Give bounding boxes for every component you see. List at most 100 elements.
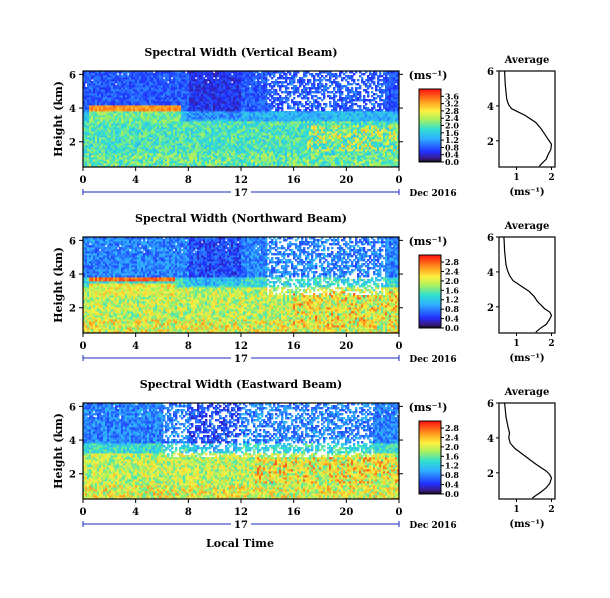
heatmap-cell	[101, 93, 104, 96]
heatmap-cell	[97, 83, 100, 86]
heatmap-cell	[115, 97, 118, 100]
heatmap-cell	[109, 125, 112, 128]
heatmap-cell	[99, 165, 102, 168]
heatmap-cell	[83, 71, 86, 74]
heatmap-cell	[127, 157, 130, 160]
heatmap-cell	[85, 137, 88, 140]
heatmap-cell	[97, 115, 100, 118]
heatmap-cell	[95, 111, 98, 114]
heatmap-cell	[103, 163, 106, 166]
heatmap-cell	[89, 101, 92, 104]
heatmap-cell	[105, 141, 108, 144]
heatmap-cell	[127, 75, 130, 78]
heatmap-cell	[101, 127, 104, 130]
heatmap-cell	[121, 75, 124, 78]
heatmap-cell	[131, 103, 134, 106]
heatmap-cell	[113, 83, 116, 86]
heatmap-cell	[93, 93, 96, 96]
heatmap-cell	[121, 157, 124, 160]
heatmap-cell	[87, 73, 90, 76]
heatmap-cell	[109, 81, 112, 84]
heatmap-cell	[91, 133, 94, 136]
heatmap-cell	[117, 99, 120, 102]
heatmap-cell	[115, 123, 118, 126]
heatmap-cell	[129, 103, 132, 106]
heatmap-cell	[97, 111, 100, 114]
heatmap-cell	[83, 111, 86, 114]
heatmap-cell	[115, 73, 118, 76]
heatmap-cell	[93, 143, 96, 146]
heatmap-cell	[115, 119, 118, 122]
heatmap-cell	[125, 115, 128, 118]
heatmap-cell	[103, 149, 106, 152]
heatmap-cell	[91, 93, 94, 96]
heatmap-cell	[115, 99, 118, 102]
heatmap-cell	[131, 139, 134, 142]
heatmap-cell	[85, 79, 88, 82]
heatmap-cell	[87, 147, 90, 150]
heatmap-cell	[125, 151, 128, 154]
heatmap-cell	[129, 89, 132, 92]
heatmap-cell	[97, 137, 100, 140]
heatmap-cell	[129, 149, 132, 152]
heatmap-cell	[101, 89, 104, 92]
heatmap-cell	[123, 129, 126, 132]
heatmap-cell	[105, 165, 108, 168]
heatmap-cell	[87, 135, 90, 138]
heatmap-cell	[103, 101, 106, 104]
heatmap-cell	[93, 149, 96, 152]
heatmap-cell	[121, 141, 124, 144]
heatmap-cell	[85, 151, 88, 154]
heatmap-cell	[111, 109, 114, 112]
heatmap-cell	[93, 115, 96, 118]
heatmap-cell	[93, 103, 96, 106]
heatmap-cell	[111, 101, 114, 104]
heatmap-cell	[127, 99, 130, 102]
heatmap-cell	[117, 163, 120, 166]
heatmap-cell	[131, 135, 134, 138]
heatmap-cell	[109, 117, 112, 120]
heatmap-cell	[85, 145, 88, 148]
heatmap-cell	[103, 155, 106, 158]
heatmap-cell	[83, 77, 86, 80]
heatmap-cell	[123, 79, 126, 82]
heatmap-cell	[93, 109, 96, 112]
heatmap-cell	[91, 117, 94, 120]
heatmap-cell	[109, 147, 112, 150]
heatmap-cell	[111, 139, 114, 142]
heatmap-cell	[125, 75, 128, 78]
heatmap-cell	[83, 105, 86, 108]
heatmap-cell	[85, 127, 88, 130]
heatmap-cell	[115, 113, 118, 116]
heatmap-cell	[133, 163, 136, 166]
heatmap-cell	[93, 95, 96, 98]
heatmap-cell	[107, 163, 110, 166]
heatmap-cell	[101, 129, 104, 132]
heatmap-cell	[103, 159, 106, 162]
heatmap-cell	[125, 107, 128, 110]
heatmap-cell	[109, 165, 112, 168]
heatmap-cell	[85, 91, 88, 94]
heatmap-cell	[131, 81, 134, 84]
heatmap-cell	[111, 149, 114, 152]
heatmap-cell	[105, 147, 108, 150]
heatmap-cell	[95, 133, 98, 136]
heatmap-cell	[95, 139, 98, 142]
heatmap-cell	[91, 103, 94, 106]
heatmap-cell	[111, 143, 114, 146]
heatmap-cell	[87, 93, 90, 96]
heatmap-cell	[119, 153, 122, 156]
heatmap-cell	[93, 153, 96, 156]
heatmap-cell	[91, 159, 94, 162]
heatmap-cell	[101, 105, 104, 108]
heatmap-cell	[131, 137, 134, 140]
heatmap-cell	[131, 155, 134, 158]
heatmap-cell	[87, 127, 90, 130]
heatmap-cell	[105, 133, 108, 136]
heatmap-cell	[107, 83, 110, 86]
heatmap-cell	[89, 83, 92, 86]
heatmap-cell	[111, 75, 114, 78]
heatmap-cell	[113, 99, 116, 102]
heatmap-cell	[131, 161, 134, 164]
heatmap-cell	[109, 99, 112, 102]
